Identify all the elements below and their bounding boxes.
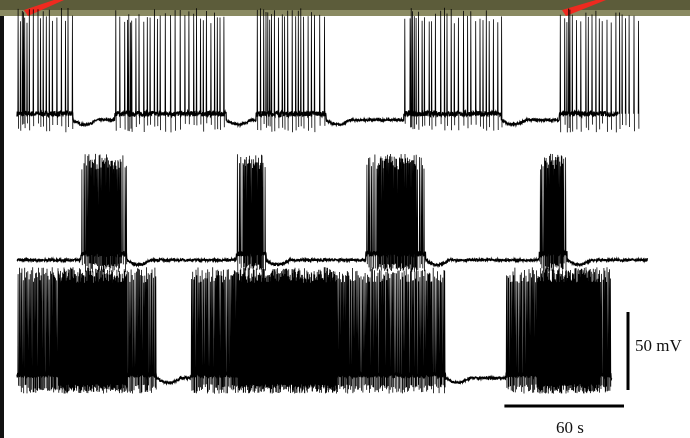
top-banner [0, 0, 690, 16]
trace-layer [16, 7, 649, 394]
red-arrow-icon [562, 0, 606, 16]
arrow-right-shape [562, 0, 606, 16]
trace-spikes-2 [81, 153, 567, 273]
x-scale-label: 60 s [556, 418, 584, 437]
left-edge-border [0, 16, 4, 438]
arrow-left-shape [24, 0, 64, 16]
trace-spikes-3 [17, 267, 612, 394]
y-scale-label: 50 mV [635, 336, 682, 355]
top-banner-shade [0, 10, 690, 16]
trace-spikes-1 [17, 7, 640, 133]
red-arrow-icon [24, 0, 64, 16]
trace-baseline-1 [16, 108, 619, 129]
